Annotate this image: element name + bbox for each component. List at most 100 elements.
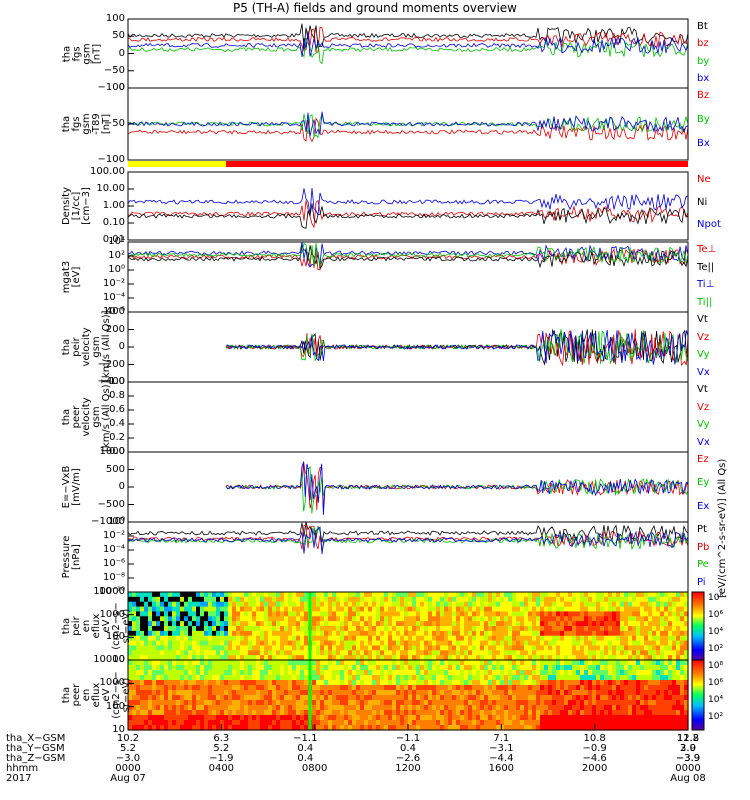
trace-Npot bbox=[127, 187, 689, 216]
spectrogram-cell bbox=[420, 725, 425, 731]
spectrogram-cell bbox=[352, 710, 357, 716]
spectrogram-cell bbox=[648, 695, 653, 701]
spectrogram-cell bbox=[176, 720, 181, 726]
spectrogram-cell bbox=[544, 601, 549, 608]
spectrogram-cell bbox=[232, 635, 237, 642]
x-value: 12.2 bbox=[676, 733, 700, 744]
spectrogram-cell bbox=[220, 596, 225, 603]
spectrogram-cell bbox=[220, 675, 225, 681]
spectrogram-cell bbox=[508, 700, 513, 706]
spectrogram-cell bbox=[420, 592, 425, 598]
spectrogram-cell bbox=[360, 606, 365, 613]
spectrogram-cell bbox=[468, 592, 473, 598]
spectrogram-cell bbox=[580, 635, 585, 642]
spectrogram-cell bbox=[372, 635, 377, 642]
spectrogram-cell bbox=[428, 645, 433, 651]
spectrogram-cell bbox=[416, 592, 421, 598]
spectrogram-cell bbox=[272, 665, 277, 671]
spectrogram-cell bbox=[428, 725, 433, 731]
spectrogram-cell bbox=[304, 626, 309, 632]
spectrogram-cell bbox=[192, 621, 197, 627]
spectrogram-cell bbox=[664, 626, 669, 632]
spectrogram-cell bbox=[616, 700, 621, 706]
spectrogram-cell bbox=[648, 601, 653, 608]
spectrogram-cell bbox=[656, 670, 661, 676]
spectrogram-cell bbox=[520, 606, 525, 613]
spectrogram-cell bbox=[132, 690, 137, 696]
spectrogram-cell bbox=[240, 640, 245, 647]
spectrogram-cell bbox=[416, 710, 421, 716]
spectrogram-cell bbox=[428, 710, 433, 716]
spectrogram-cell bbox=[368, 616, 373, 622]
spectrogram-cell bbox=[452, 705, 457, 711]
spectrogram-cell bbox=[680, 665, 685, 671]
spectrogram-cell bbox=[512, 700, 517, 706]
spectrogram-cell bbox=[580, 611, 585, 617]
spectrogram-cell bbox=[552, 596, 557, 603]
spectrogram-cell bbox=[168, 715, 173, 721]
x-row-label: tha_Z−GSM bbox=[6, 753, 66, 764]
spectrogram-cell bbox=[384, 680, 389, 686]
spectrogram-cell bbox=[236, 635, 241, 642]
spectrogram-cell bbox=[300, 665, 305, 671]
spectrogram-cell bbox=[508, 720, 513, 726]
spectrogram-cell bbox=[444, 616, 449, 622]
spectrogram-cell bbox=[484, 650, 489, 656]
spectrogram-cell bbox=[492, 650, 497, 656]
spectrogram-cell bbox=[352, 606, 357, 613]
spectrogram-cell bbox=[372, 725, 377, 731]
spectrogram-cell bbox=[360, 675, 365, 681]
spectrogram-cell bbox=[636, 700, 641, 706]
y-tick-label: −1000 bbox=[91, 516, 125, 527]
legend-by: by bbox=[697, 55, 710, 67]
spectrogram-cell bbox=[364, 655, 369, 661]
spectrogram-cell bbox=[468, 680, 473, 686]
spectrogram-cell bbox=[348, 675, 353, 681]
spectrogram-cell bbox=[412, 660, 417, 666]
spectrogram-cell bbox=[436, 630, 441, 637]
spectrogram-cell bbox=[504, 685, 509, 691]
spectrogram-cell bbox=[572, 616, 577, 622]
spectrogram-cell bbox=[136, 720, 141, 726]
spectrogram-cell bbox=[460, 596, 465, 603]
spectrogram-cell bbox=[256, 596, 261, 603]
spectrogram-cell bbox=[180, 700, 185, 706]
spectrogram-cell bbox=[612, 670, 617, 676]
spectrogram-cell bbox=[580, 626, 585, 632]
spectrogram-cell bbox=[196, 670, 201, 676]
spectrogram-cell bbox=[160, 640, 165, 647]
spectrogram-cell bbox=[512, 640, 517, 647]
spectrogram-cell bbox=[336, 690, 341, 696]
spectrogram-cell bbox=[332, 626, 337, 632]
spectrogram-cell bbox=[392, 655, 397, 661]
y-tick-label: 10000 bbox=[93, 654, 125, 665]
spectrogram-cell bbox=[304, 670, 309, 676]
spectrogram-cell bbox=[384, 670, 389, 676]
x-value: −2.6 bbox=[395, 753, 421, 764]
spectrogram-cell bbox=[660, 596, 665, 603]
spectrogram-cell bbox=[216, 705, 221, 711]
spectrogram-cell bbox=[340, 611, 345, 617]
spectrogram-cell bbox=[424, 705, 429, 711]
spectrogram-cell bbox=[192, 630, 197, 637]
spectrogram-cell bbox=[168, 710, 173, 716]
spectrogram-cell bbox=[660, 660, 665, 666]
spectrogram-cell bbox=[404, 645, 409, 651]
spectrogram-cell bbox=[268, 655, 273, 661]
spectrogram-cell bbox=[156, 635, 161, 642]
spectrogram-cell bbox=[184, 606, 189, 613]
spectrogram-cell bbox=[260, 715, 265, 721]
spectrogram-cell bbox=[324, 640, 329, 647]
spectrogram-cell bbox=[440, 700, 445, 706]
spectrogram-cell bbox=[572, 596, 577, 603]
spectrogram-cell bbox=[532, 650, 537, 656]
spectrogram-cell bbox=[524, 621, 529, 627]
spectrogram-cell bbox=[284, 635, 289, 642]
x-value: 1200 bbox=[395, 763, 421, 774]
spectrogram-cell bbox=[492, 626, 497, 632]
spectrogram-cell bbox=[196, 596, 201, 603]
spectrogram-cell bbox=[228, 710, 233, 716]
spectrogram-cell bbox=[324, 685, 329, 691]
spectrogram-cell bbox=[284, 640, 289, 647]
spectrogram-cell bbox=[168, 655, 173, 661]
